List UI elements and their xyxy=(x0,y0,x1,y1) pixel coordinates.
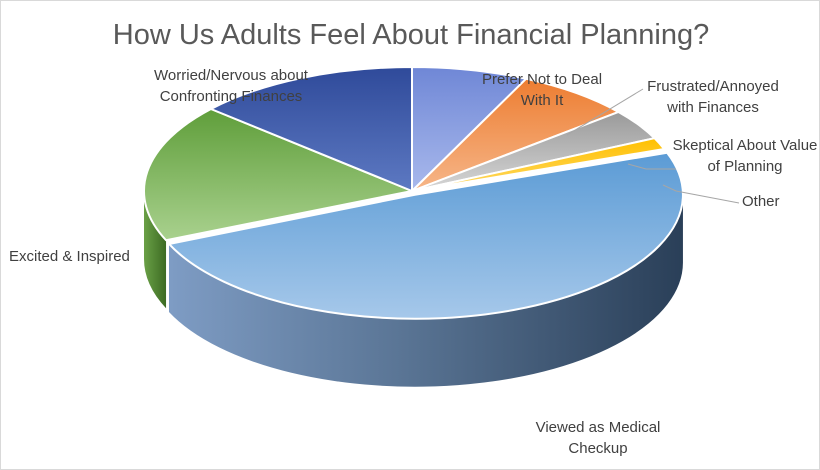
slice-frustrated-annoyed xyxy=(411,77,620,192)
slice-prefer-not-to-deal xyxy=(411,66,528,192)
slice-medical-checkup-side xyxy=(168,194,683,387)
label-frustrated-annoyed: Frustrated/Annoyed with Finances xyxy=(647,78,779,116)
leader-skeptical xyxy=(627,163,676,170)
label-viewed-as-medical-checkup: Viewed as Medical Checkup xyxy=(535,419,661,457)
slice-excited-inspired xyxy=(143,107,413,242)
label-worried-nervous: Worried/Nervous about Confronting Financ… xyxy=(154,67,308,105)
label-other: Other xyxy=(742,193,780,210)
leader-frustrated xyxy=(566,88,644,136)
label-skeptical-about-value: Skeptical About Value of Planning xyxy=(672,137,818,175)
label-excited-inspired: Excited & Inspired xyxy=(9,248,130,265)
slice-worried-nervous xyxy=(209,66,413,192)
chart-title: How Us Adults Feel About Financial Plann… xyxy=(112,19,710,51)
slice-excited-inspired-side xyxy=(144,191,167,309)
label-prefer-not-to-deal: Prefer Not to Deal With It xyxy=(481,71,603,109)
leader-other xyxy=(662,184,740,204)
slice-other xyxy=(411,137,666,192)
slice-medical-checkup xyxy=(167,151,684,320)
